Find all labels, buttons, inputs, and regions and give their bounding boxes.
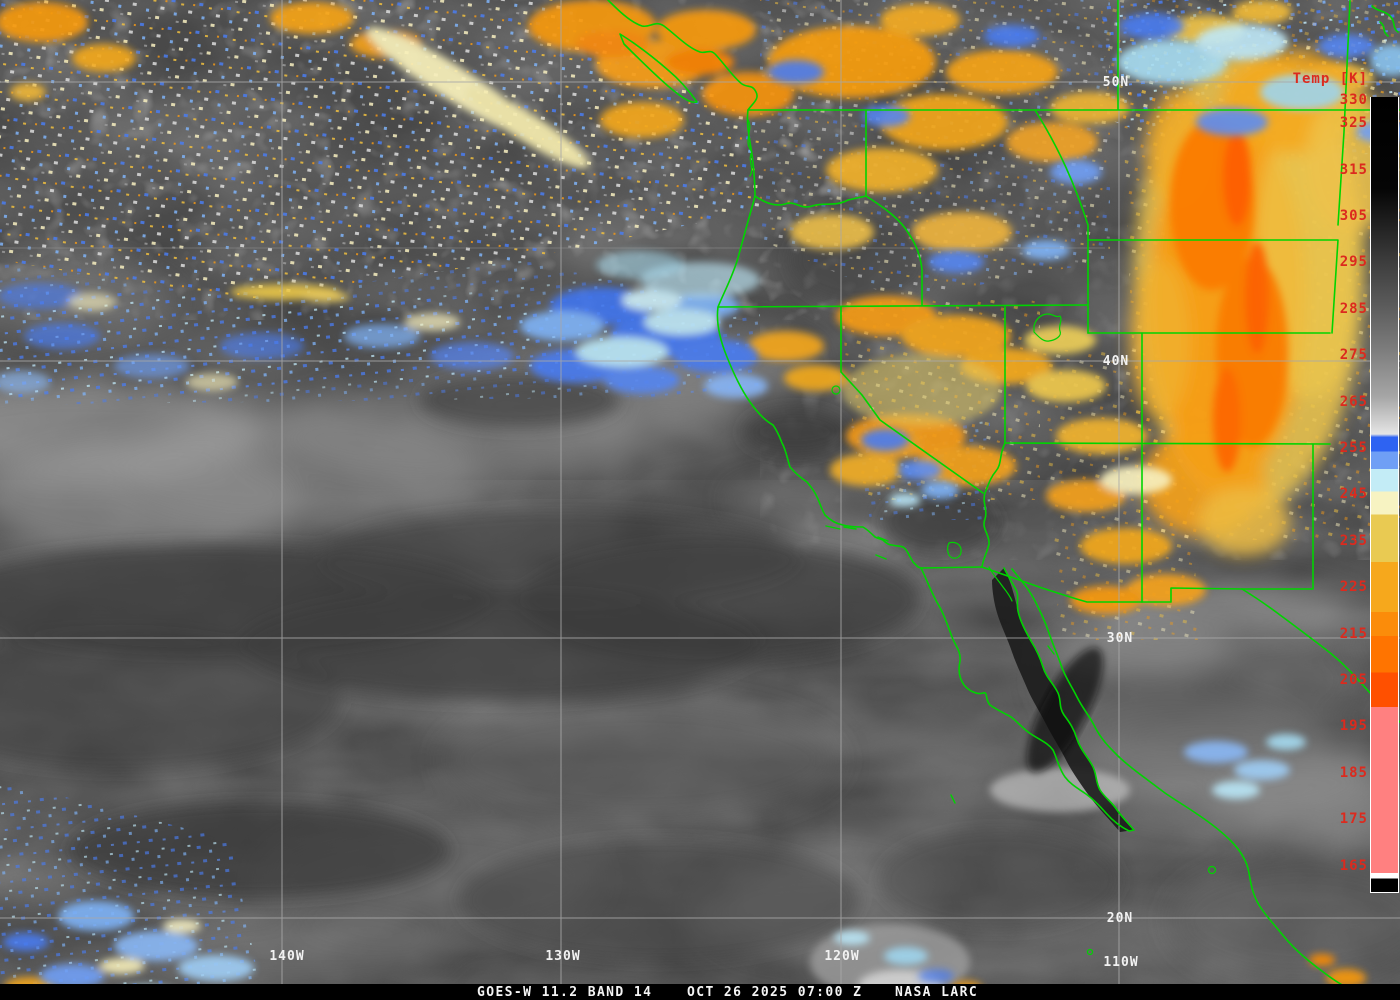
- salton-sea-outline: [947, 541, 962, 559]
- caption-satellite-band: GOES-W 11.2 BAND 14: [477, 985, 653, 1000]
- latitude-label-50n: 50N: [1103, 75, 1129, 90]
- longitude-label-140w: 140W: [269, 949, 304, 964]
- colorbar-tick: 175: [1339, 811, 1368, 827]
- border-mexico-mainland-coast: [1011, 568, 1343, 984]
- colorbar-tick: 295: [1339, 254, 1368, 270]
- colorbar-tick: 275: [1339, 347, 1368, 363]
- latitude-label-40n: 40N: [1103, 354, 1129, 369]
- colorbar-tick: 245: [1339, 486, 1368, 502]
- caption-bar: [0, 984, 1400, 1000]
- latitude-label-20n: 20N: [1107, 911, 1133, 926]
- caption-credit: NASA LARC: [895, 985, 979, 1000]
- colorbar-tick: 330: [1339, 92, 1368, 108]
- longitude-label-130w: 130W: [545, 949, 580, 964]
- colorbar-tick: 315: [1339, 162, 1368, 178]
- state-and-coastline-borders: [607, 0, 1400, 984]
- colorbar-tick: 285: [1339, 301, 1368, 317]
- colorbar-tick: 235: [1339, 533, 1368, 549]
- great-salt-lake-outline: [1033, 313, 1062, 342]
- colorbar-tick: 185: [1339, 765, 1368, 781]
- grid-labels: 50N 40N 30N 20N 140W 130W 120W 110W: [269, 75, 1138, 970]
- longitude-label-120w: 120W: [824, 949, 859, 964]
- colorbar-tick: 205: [1339, 672, 1368, 688]
- caption-datetime: OCT 26 2025 07:00 Z: [687, 985, 863, 1000]
- colorbar-tick: 305: [1339, 208, 1368, 224]
- longitude-label-110w: 110W: [1103, 955, 1138, 970]
- colorbar-tick: 195: [1339, 718, 1368, 734]
- colorbar-title: Temp [K]: [1292, 71, 1368, 87]
- colorbar-tick: 165: [1339, 858, 1368, 874]
- temperature-colorbar: [1370, 97, 1399, 893]
- border-baja-california: [920, 567, 1135, 832]
- colorbar-tick: 325: [1339, 115, 1368, 131]
- colorbar-tick: 265: [1339, 394, 1368, 410]
- colorbar-tick: 215: [1339, 626, 1368, 642]
- colorbar-tick: 225: [1339, 579, 1368, 595]
- colorbar-tick: 255: [1339, 440, 1368, 456]
- border-pacific-coastline: [716, 109, 922, 569]
- latitude-label-30n: 30N: [1107, 631, 1133, 646]
- colorbar-gradient: [1371, 97, 1398, 892]
